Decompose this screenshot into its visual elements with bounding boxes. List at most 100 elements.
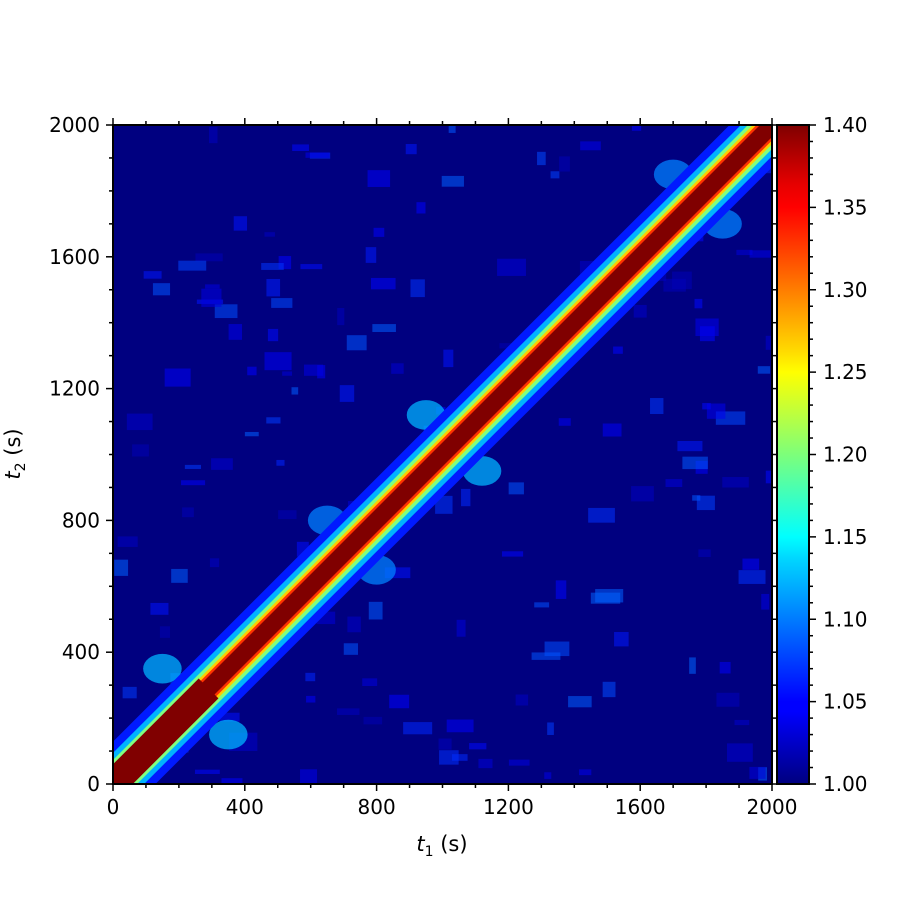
heatmap-speckle — [264, 232, 275, 237]
colorbar-tick-label: 1.15 — [823, 525, 868, 549]
heatmap-speckle — [159, 626, 171, 638]
heatmap-speckle — [233, 216, 248, 231]
heatmap-speckle — [416, 202, 426, 214]
heatmap-speckle — [271, 298, 293, 308]
heatmap-speckle — [337, 308, 345, 326]
x-tick-label: 1600 — [615, 795, 666, 819]
heatmap-speckle — [367, 170, 391, 187]
x-axis: 0 400 800 1200 1600 2000 — [107, 118, 798, 819]
heatmap-speckle — [588, 507, 615, 523]
heatmap-speckle — [194, 769, 220, 774]
heatmap-speckle — [761, 593, 770, 610]
y-axis-label: t2 (s) — [1, 428, 29, 479]
heatmap-speckle — [339, 385, 355, 402]
heatmap-cluster — [209, 719, 248, 750]
heatmap-speckle — [631, 486, 654, 502]
heatmap-speckle — [757, 366, 771, 374]
heatmap-speckle — [749, 250, 772, 258]
heatmap-speckle — [696, 495, 715, 511]
heatmap-speckle — [478, 758, 493, 769]
y-axis: 0 400 800 1200 1600 2000 — [49, 113, 779, 796]
heatmap-speckle — [214, 304, 238, 319]
heatmap-speckle — [347, 616, 361, 633]
heatmap-speckle — [508, 482, 524, 495]
heatmap-speckle — [694, 298, 703, 309]
heatmap-speckle — [266, 278, 281, 297]
diagonal-band — [113, 125, 772, 784]
heatmap-speckle — [663, 278, 686, 292]
heatmap-speckle — [544, 641, 570, 657]
heatmap-speckle — [305, 152, 330, 158]
heatmap-speckle — [555, 580, 567, 599]
heatmap-speckle — [346, 335, 367, 351]
heatmap-speckle — [456, 619, 466, 637]
heatmap-speckle — [372, 324, 396, 332]
heatmap-speckle — [221, 778, 243, 784]
heatmap-speckle — [305, 672, 316, 682]
heatmap-speckle — [719, 661, 731, 674]
heatmap-speckle — [698, 549, 711, 557]
heatmap-speckle — [537, 151, 546, 166]
heatmap-speckle — [282, 371, 293, 376]
x-tick-label: 2000 — [747, 795, 798, 819]
heatmap-speckle — [765, 335, 772, 350]
heatmap-area — [113, 125, 772, 784]
heatmap-speckle — [749, 766, 766, 779]
colorbar-tick-label: 1.30 — [823, 278, 868, 302]
heatmap-speckle — [448, 125, 456, 133]
heatmap-speckle — [184, 464, 202, 469]
x-tick-label: 400 — [226, 795, 264, 819]
heatmap-speckle — [765, 470, 772, 484]
y-tick-label: 1600 — [49, 245, 100, 269]
heatmap-speckle — [363, 716, 383, 725]
heatmap-speckle — [143, 271, 162, 279]
heatmap-speckle — [292, 144, 309, 151]
heatmap-speckle — [469, 743, 487, 750]
heatmap-speckle — [497, 258, 526, 276]
heatmap-speckle — [665, 479, 683, 487]
heatmap-speckle — [579, 769, 592, 776]
heatmap-speckle — [738, 570, 766, 584]
heatmap-speckle — [695, 318, 719, 337]
heatmap-speckle — [370, 277, 396, 290]
heatmap-speckle — [405, 144, 417, 155]
y-tick-label: 2000 — [49, 113, 100, 137]
colorbar-tick-label: 1.10 — [823, 607, 868, 631]
heatmap-speckle — [559, 156, 570, 172]
heatmap-speckle — [558, 418, 571, 426]
heatmap-speckle — [178, 260, 207, 271]
heatmap-speckle — [689, 657, 696, 674]
colorbar-tick-label: 1.00 — [823, 772, 868, 796]
colorbar-axis: 1.00 1.05 1.10 1.15 1.20 1.25 1.30 1.35 1.40 — [809, 113, 868, 796]
heatmap-speckle — [209, 558, 220, 568]
heatmap-speckle — [208, 126, 218, 144]
heatmap-speckle — [211, 458, 233, 470]
x-tick-label: 0 — [107, 795, 120, 819]
heatmap-speckle — [602, 423, 622, 437]
x-tick-label: 800 — [358, 795, 396, 819]
colorbar-tick-label: 1.05 — [823, 690, 868, 714]
heatmap-speckle — [219, 712, 240, 722]
heatmap-speckle — [568, 696, 592, 708]
colorbar-tick-label: 1.25 — [823, 360, 868, 384]
heatmap-speckle — [446, 719, 474, 733]
heatmap-speckle — [303, 364, 324, 376]
heatmap-speckle — [682, 456, 708, 470]
heatmap-speckle — [337, 708, 360, 715]
heatmap-speckle — [267, 328, 279, 342]
heatmap-speckle — [389, 694, 410, 709]
colorbar-tick-label: 1.20 — [823, 443, 868, 467]
diagonal-band-origin — [113, 678, 219, 784]
heatmap-speckle — [114, 559, 129, 576]
heatmap-speckle — [702, 403, 711, 410]
heatmap-speckle — [182, 507, 194, 518]
heatmap-speckle — [452, 754, 468, 761]
heatmap-speckle — [126, 413, 153, 431]
heatmap-speckle — [706, 403, 726, 419]
heatmap-speckle — [501, 551, 524, 557]
heatmap-speckle — [650, 398, 664, 415]
colorbar-tick-label: 1.40 — [823, 113, 868, 137]
heatmap-speckle — [195, 253, 223, 262]
heatmap-speckle — [716, 692, 740, 707]
